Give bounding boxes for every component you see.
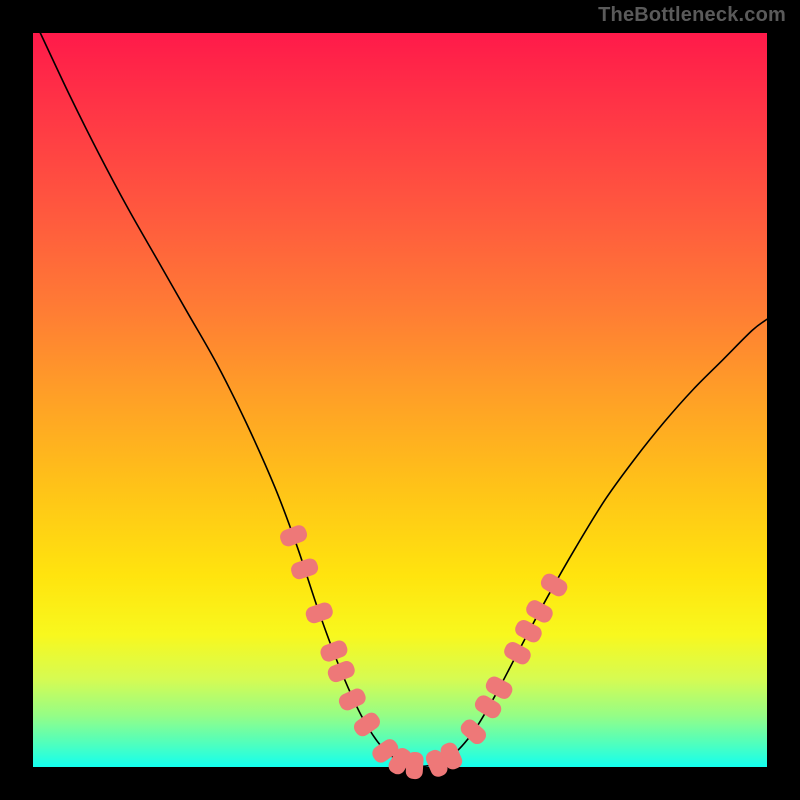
curve-marker [458,717,488,746]
chart-root: TheBottleneck.com [0,0,800,800]
curve-marker [513,618,543,644]
curve-marker [319,639,349,663]
chart-overlay-svg [0,0,800,800]
curve-marker [473,693,504,720]
curve-marker [484,675,514,701]
curve-marker [304,601,334,624]
curve-marker [326,660,356,684]
curve-marker [290,557,320,580]
curve-marker [279,524,309,548]
curve-marker [337,687,367,712]
curve-marker [539,572,570,599]
curve-marker [502,640,532,666]
curve-marker [352,710,382,738]
curve-marker [524,598,554,624]
bottleneck-curve [40,33,767,766]
curve-marker [406,752,424,779]
watermark-label: TheBottleneck.com [598,4,786,27]
